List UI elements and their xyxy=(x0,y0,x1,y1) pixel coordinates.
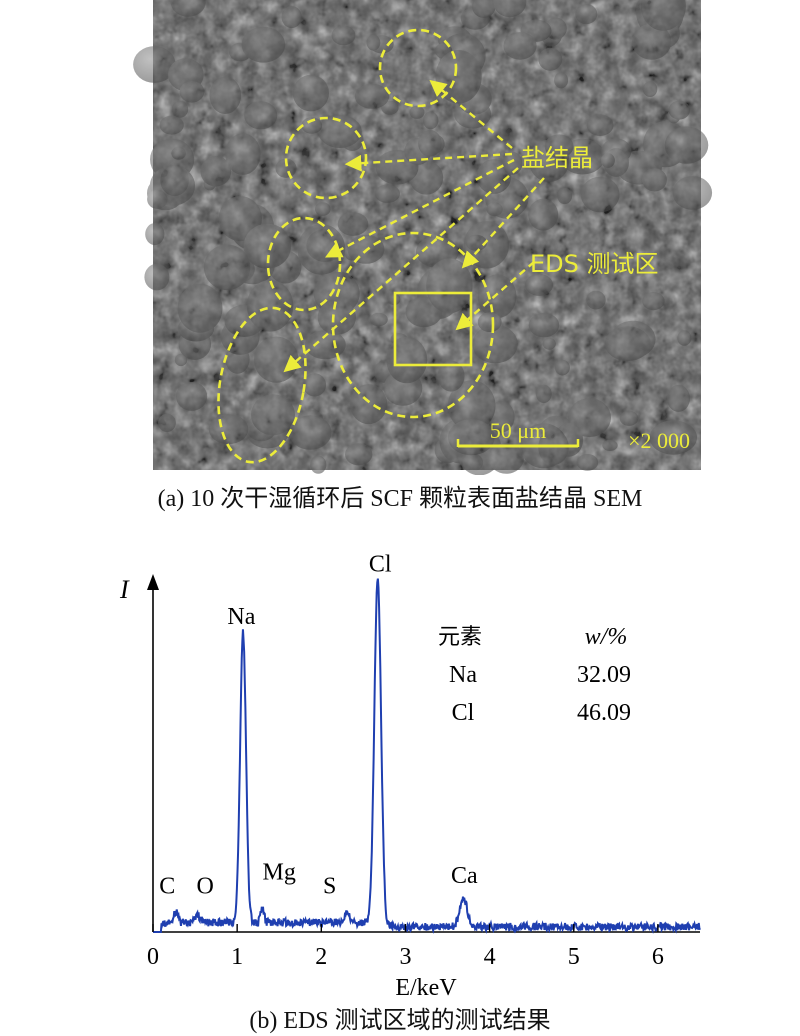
table-cell-cl-value: 46.09 xyxy=(577,700,631,726)
x-tick-label: 5 xyxy=(568,944,580,970)
salt-crystal-circle-3 xyxy=(266,216,342,312)
table-cell-na-value: 32.09 xyxy=(577,662,631,688)
figure-a-caption: (a) 10 次干湿循环后 SCF 颗粒表面盐结晶 SEM xyxy=(157,486,643,512)
x-axis-label-text: E/keV xyxy=(395,975,457,1000)
eds-region-ellipse xyxy=(331,231,495,419)
x-tick-label: 2 xyxy=(315,944,327,970)
y-axis-label: I xyxy=(119,575,130,604)
sem-micrograph: 盐结晶 EDS 测试区 50 μm ×2 000 xyxy=(133,0,713,475)
peak-label-cl: Cl xyxy=(369,552,392,578)
x-tick-label: 1 xyxy=(231,944,243,970)
peak-label-c: C xyxy=(159,874,175,900)
composition-table: 元素 w/% Na 32.09 Cl 46.09 xyxy=(438,624,631,726)
magnification-label: ×2 000 xyxy=(628,428,690,453)
x-axis-label: E/keV xyxy=(395,975,457,1000)
peak-label-ca: Ca xyxy=(451,863,478,889)
peak-label-o: O xyxy=(197,874,214,900)
spectrum-line xyxy=(153,578,701,935)
figure-b-caption: (b) EDS 测试区域的测试结果 xyxy=(249,1008,551,1034)
table-header-element: 元素 xyxy=(438,625,482,650)
peak-label-mg: Mg xyxy=(263,860,296,886)
sem-annotations xyxy=(217,28,495,464)
table-header-w: w/% xyxy=(585,624,628,650)
salt-crystal-circle-2 xyxy=(284,116,368,200)
x-tick-label: 6 xyxy=(652,944,664,970)
peak-label-na: Na xyxy=(227,604,255,630)
table-cell-na-label: Na xyxy=(449,662,477,688)
table-cell-cl-label: Cl xyxy=(452,700,475,726)
salt-crystal-circle-1 xyxy=(378,28,458,108)
annotation-arrows xyxy=(283,79,545,373)
x-tick-label: 4 xyxy=(484,944,496,970)
peak-label-s: S xyxy=(323,874,336,900)
peak-labels: C O Na Mg S Cl Ca xyxy=(159,552,478,900)
x-tick-label: 3 xyxy=(399,944,411,970)
eds-zone-label: EDS 测试区 xyxy=(530,250,659,278)
x-axis-ticks: 0 1 2 3 4 5 6 xyxy=(147,924,664,970)
eds-spectrum-chart: 0 1 2 3 4 5 6 C O Na Mg S Cl Ca I E/keV 元素 w/% Na 32… xyxy=(119,552,701,1000)
salt-crystal-label: 盐结晶 xyxy=(521,144,593,172)
scale-bar-label: 50 μm xyxy=(490,418,546,443)
x-tick-label: 0 xyxy=(147,944,159,970)
salt-crystal-circle-4 xyxy=(217,306,307,464)
